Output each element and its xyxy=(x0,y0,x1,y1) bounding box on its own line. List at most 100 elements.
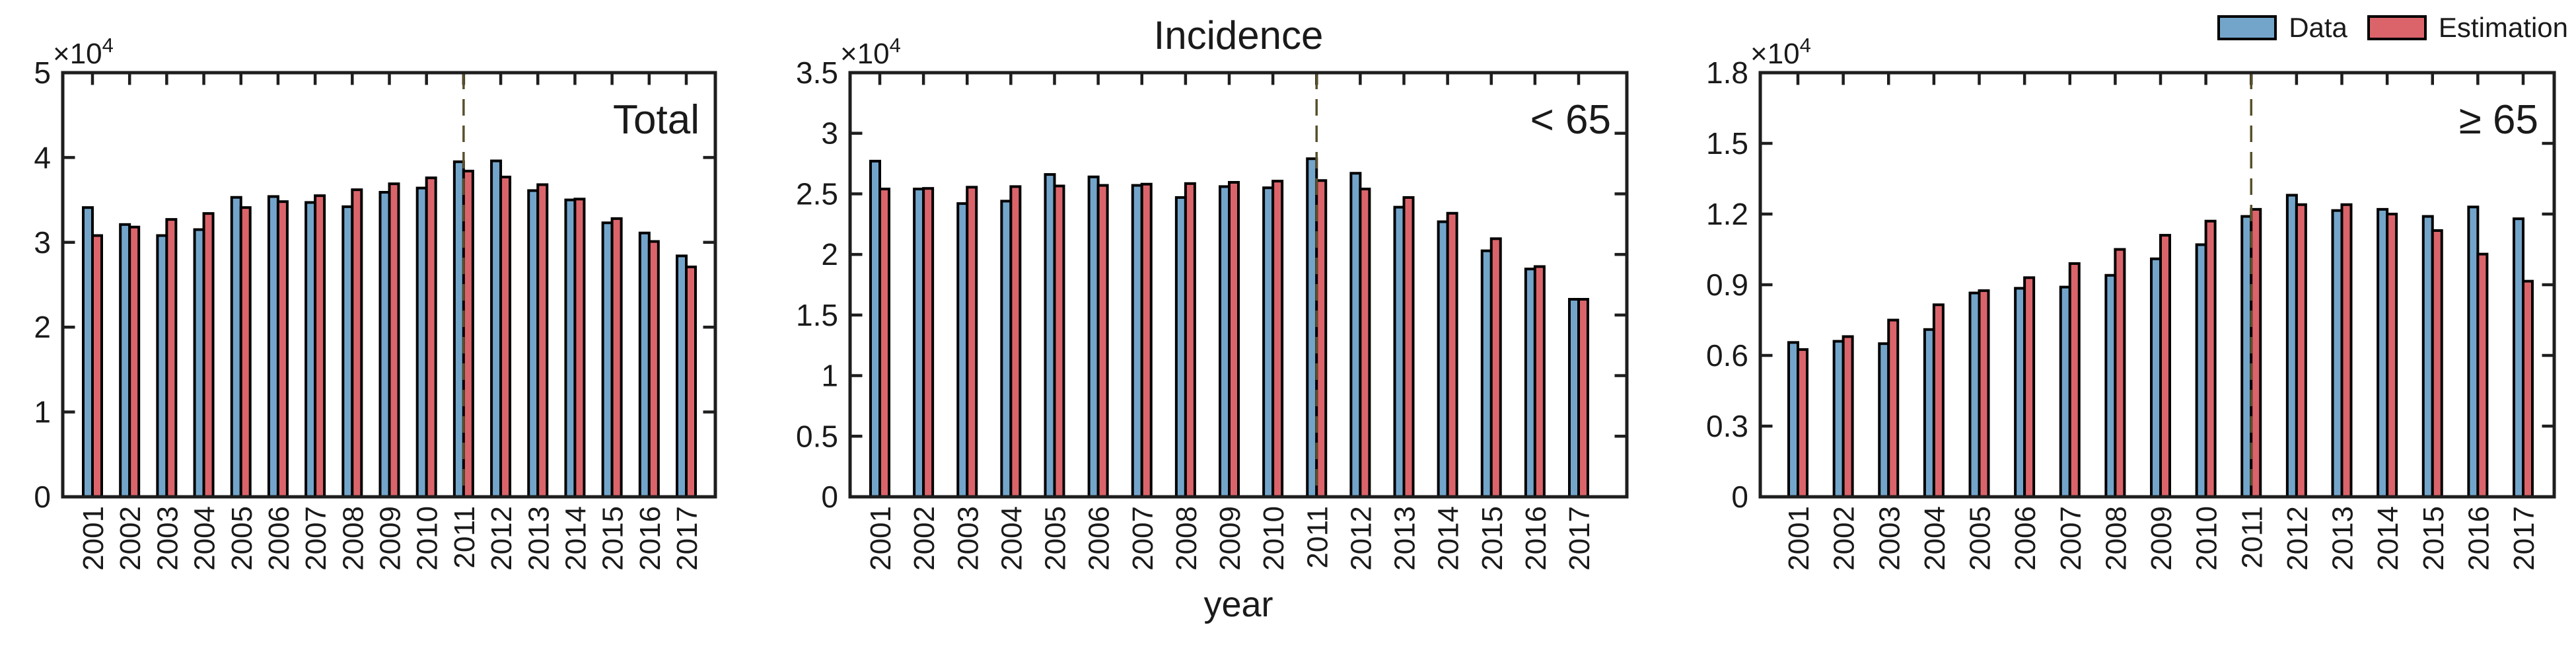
bar-estimation-2006 xyxy=(276,200,289,498)
bar-estimation-2017 xyxy=(685,266,697,498)
y-tick-label: 2.5 xyxy=(796,176,838,211)
y-tick-label: 0 xyxy=(821,480,838,514)
bar-estimation-2017 xyxy=(1577,298,1589,498)
bar-estimation-2006 xyxy=(2023,276,2036,498)
x-tick-label: 2007 xyxy=(300,506,332,571)
bar-data-2017 xyxy=(1568,298,1580,498)
bar-data-2009 xyxy=(2150,257,2162,498)
bar-data-2002 xyxy=(119,223,131,498)
bar-estimation-2001 xyxy=(91,234,103,498)
legend-label-estimation: Estimation xyxy=(2438,12,2568,43)
x-tick-label: 2005 xyxy=(1964,506,1997,571)
panel-box xyxy=(1758,71,2556,499)
x-tick-label: 2005 xyxy=(1040,506,1072,571)
x-tick-label: 2001 xyxy=(1783,506,1815,571)
bar-data-2008 xyxy=(1174,196,1187,498)
x-tick-label: 2002 xyxy=(908,506,941,571)
y-axis-exponent: ×104 xyxy=(840,34,901,70)
y-tick-label: 1.8 xyxy=(1706,55,1748,90)
y-tick-label: 1 xyxy=(821,359,838,393)
bar-estimation-2009 xyxy=(388,182,400,498)
panel-tag: Total xyxy=(613,97,699,143)
bar-estimation-2010 xyxy=(425,176,437,498)
y-tick-label: 2 xyxy=(34,310,51,344)
legend-item-data: Data xyxy=(2217,12,2347,44)
x-tick-label: 2004 xyxy=(189,506,221,571)
x-tick-label: 2008 xyxy=(1170,506,1203,571)
bar-estimation-2014 xyxy=(1446,211,1458,498)
x-tick-label: 2011 xyxy=(2236,506,2268,569)
bar-estimation-2001 xyxy=(1797,348,1808,498)
bar-estimation-2017 xyxy=(2522,279,2534,498)
x-tick-label: 2012 xyxy=(1345,506,1377,571)
bar-data-2007 xyxy=(2059,285,2071,498)
x-tick-label: 2005 xyxy=(226,506,258,571)
y-tick-label: 3 xyxy=(821,116,838,151)
bar-estimation-2014 xyxy=(573,198,586,498)
bar-estimation-2004 xyxy=(1932,303,1945,498)
y-tick-label: 1.5 xyxy=(1706,126,1748,161)
bar-data-2015 xyxy=(1480,249,1493,498)
x-tick-label: 2011 xyxy=(448,506,481,569)
y-tick-label: 0.9 xyxy=(1706,268,1748,302)
y-tick-label: 1.5 xyxy=(796,298,838,332)
bar-data-2012 xyxy=(490,159,503,498)
x-tick-label: 2014 xyxy=(559,506,592,571)
panel-box xyxy=(848,71,1629,499)
x-tick-label: 2007 xyxy=(1127,506,1159,571)
x-tick-label: 2004 xyxy=(1919,506,1951,571)
y-tick-label: 0 xyxy=(34,480,51,514)
bar-estimation-2001 xyxy=(878,188,890,498)
bar-data-2011 xyxy=(2240,215,2253,498)
bar-estimation-2013 xyxy=(1402,196,1415,498)
x-tick-label: 2012 xyxy=(485,506,518,571)
bar-data-2007 xyxy=(1131,184,1143,498)
x-tick-label: 2001 xyxy=(77,506,110,571)
x-tick-label: 2013 xyxy=(522,506,555,571)
bar-data-2009 xyxy=(1219,185,1231,498)
bar-estimation-2008 xyxy=(351,188,363,498)
x-tick-label: 2017 xyxy=(2508,506,2540,571)
bar-data-2005 xyxy=(230,196,242,498)
bar-data-2010 xyxy=(1262,186,1275,498)
bar-data-2016 xyxy=(2467,205,2480,498)
bar-estimation-2010 xyxy=(1271,180,1284,498)
x-tick-label: 2015 xyxy=(2417,506,2450,571)
x-tick-label: 2002 xyxy=(1828,506,1861,571)
bar-data-2010 xyxy=(2195,243,2207,498)
bar-estimation-2003 xyxy=(165,218,178,498)
bar-data-2013 xyxy=(2331,209,2343,498)
bar-data-2014 xyxy=(2377,207,2389,498)
bar-estimation-2010 xyxy=(2204,219,2217,498)
legend: Data Estimation xyxy=(2217,12,2568,44)
bar-estimation-2011 xyxy=(2250,207,2262,498)
legend-item-estimation: Estimation xyxy=(2367,12,2568,44)
bar-data-2001 xyxy=(1787,341,1799,499)
x-tick-label: 2015 xyxy=(1476,506,1509,571)
x-axis-label: year xyxy=(1203,585,1273,624)
bar-estimation-2014 xyxy=(2386,213,2398,498)
bar-data-2014 xyxy=(1437,220,1449,498)
y-tick-label: 0.6 xyxy=(1706,338,1748,373)
bar-data-2007 xyxy=(304,201,317,498)
x-tick-label: 2011 xyxy=(1301,506,1334,569)
bar-data-2013 xyxy=(1393,205,1406,498)
bar-estimation-2009 xyxy=(1228,181,1240,498)
x-tick-label: 2006 xyxy=(263,506,295,571)
bar-estimation-2006 xyxy=(1096,184,1109,498)
bar-estimation-2011 xyxy=(1315,179,1328,498)
bar-data-2006 xyxy=(2014,287,2026,498)
x-tick-label: 2013 xyxy=(1389,506,1421,571)
bar-data-2008 xyxy=(341,205,354,498)
y-tick-label: 0 xyxy=(1731,480,1748,514)
x-tick-label: 2003 xyxy=(151,506,184,571)
bar-data-2003 xyxy=(956,202,969,498)
bar-estimation-2004 xyxy=(202,212,215,498)
x-tick-label: 2014 xyxy=(2372,506,2404,571)
x-tick-label: 2006 xyxy=(2009,506,2042,571)
x-tick-label: 2016 xyxy=(1520,506,1552,571)
bar-data-2016 xyxy=(1524,268,1536,498)
bar-estimation-2016 xyxy=(2476,252,2489,498)
bar-data-2004 xyxy=(1000,200,1013,498)
